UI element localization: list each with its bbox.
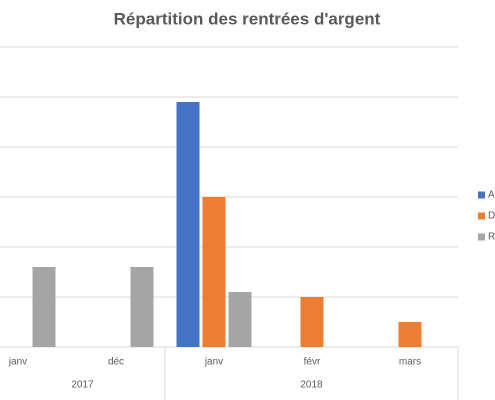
legend-label: R <box>488 232 495 243</box>
bar <box>398 322 422 347</box>
x-tick-label: déc <box>108 357 124 368</box>
legend-swatch <box>478 191 485 199</box>
bar <box>300 297 324 347</box>
bar <box>202 197 226 347</box>
x-tick-label: févr <box>304 357 321 368</box>
bar <box>228 292 252 347</box>
bar <box>130 267 154 347</box>
bar <box>32 267 56 347</box>
legend-swatch <box>478 233 485 241</box>
chart-title: Répartition des rentrées d'argent <box>114 9 381 28</box>
group-label: 2018 <box>300 380 323 391</box>
legend-label: A <box>488 190 495 201</box>
legend-label: D <box>488 211 495 222</box>
x-tick-label: janv <box>8 357 27 368</box>
legend-swatch <box>478 212 485 220</box>
bar <box>176 102 200 347</box>
x-tick-label: mars <box>399 357 421 368</box>
group-label: 2017 <box>71 380 94 391</box>
x-tick-label: janv <box>204 357 223 368</box>
